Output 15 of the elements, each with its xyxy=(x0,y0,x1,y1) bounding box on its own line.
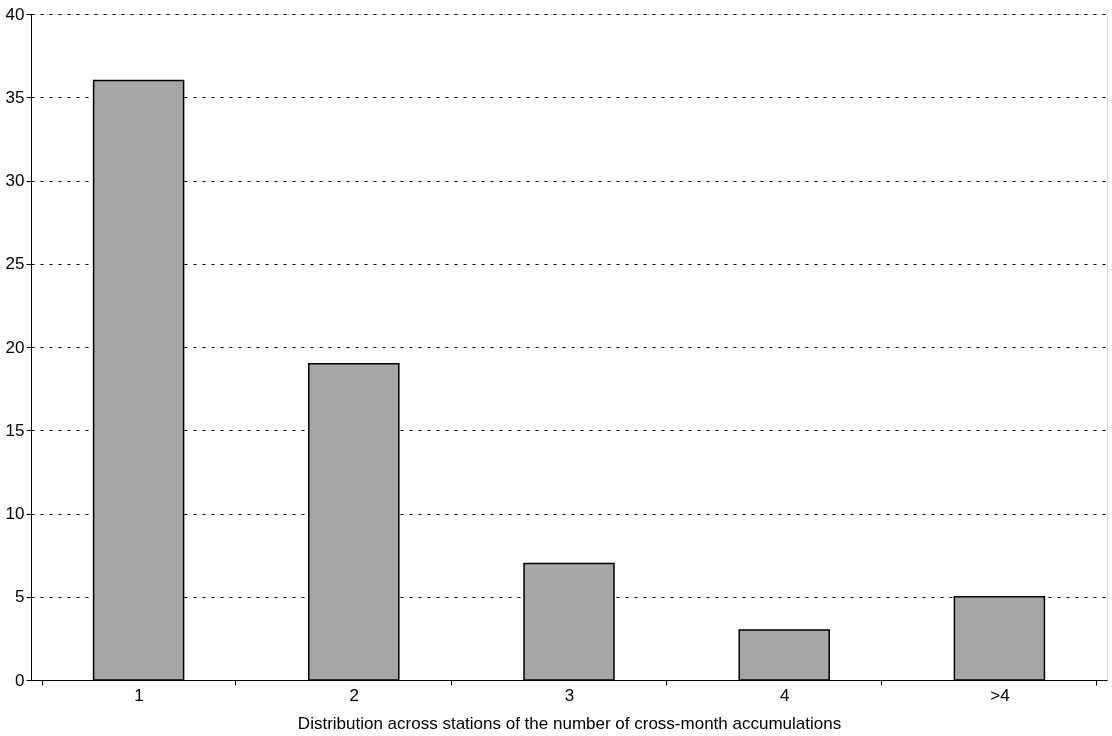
y-tick-label: 20 xyxy=(5,337,25,357)
y-tick-label: 35 xyxy=(5,87,25,107)
y-tick-label: 0 xyxy=(15,670,25,690)
y-tick-label: 25 xyxy=(5,254,25,274)
x-tick-label: 4 xyxy=(779,685,790,705)
y-tick-label: 5 xyxy=(15,587,25,607)
x-tick-label: 2 xyxy=(349,685,360,705)
x-tick-label: 3 xyxy=(564,685,575,705)
x-tick-label: 1 xyxy=(134,685,144,705)
y-tick-label: 30 xyxy=(5,171,25,190)
y-tick-label: 40 xyxy=(5,4,25,24)
x-axis-title: Distribution across stations of the number of cross-month accumulations xyxy=(297,713,842,733)
y-tick-label: 15 xyxy=(5,420,25,440)
y-tick-label: 10 xyxy=(5,504,25,523)
x-tick-label: >4 xyxy=(990,685,1010,705)
